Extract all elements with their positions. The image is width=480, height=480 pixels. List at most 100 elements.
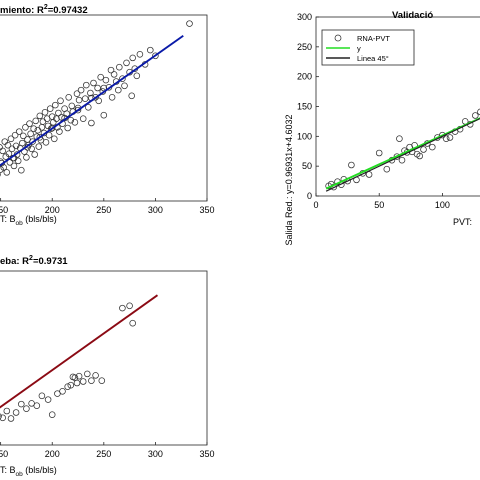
legend-label-y: y — [357, 44, 361, 53]
train-data-point — [119, 75, 126, 82]
train-xtick-label: 150 — [0, 205, 8, 215]
valid-panel: Validació Salida Red.: y=0.96931x+4.6032… — [284, 10, 480, 246]
train-xtick-label: 200 — [45, 205, 60, 215]
test-data-point — [59, 388, 66, 395]
train-data-point — [97, 73, 104, 81]
test-fit-line — [0, 294, 159, 409]
valid-data-point — [420, 146, 427, 153]
test-data-point — [0, 413, 2, 420]
train-data-point — [121, 82, 128, 90]
train-data-point — [20, 132, 27, 140]
valid-diagonal-line — [325, 117, 480, 192]
train-data-point — [79, 115, 87, 122]
train-data-point — [10, 162, 18, 170]
valid-ytick-label: 200 — [297, 72, 312, 82]
test-data-point — [75, 372, 83, 380]
train-data-point — [51, 135, 58, 143]
train-data-point — [152, 52, 159, 60]
train-panel: miento: R2=0.97432 150 200 250 300 350 T: Bo… — [0, 4, 215, 227]
valid-data-point — [472, 112, 479, 119]
train-data-point — [110, 71, 118, 78]
test-data-point — [129, 319, 136, 327]
test-data-point — [67, 381, 75, 389]
train-data-point — [14, 157, 22, 165]
train-data-point — [5, 150, 13, 158]
test-data-point — [79, 378, 87, 385]
test-data-point — [44, 396, 52, 403]
test-fit-line — [0, 294, 159, 409]
train-data-point — [90, 79, 97, 87]
train-data-point — [46, 105, 54, 112]
train-data-point — [55, 109, 62, 117]
train-data-point — [36, 134, 44, 141]
valid-ytick-label: 150 — [297, 102, 312, 112]
train-data-point — [19, 139, 26, 147]
train-data-point — [15, 128, 23, 135]
train-data-point — [42, 139, 50, 146]
train-data-point — [47, 125, 55, 132]
test-xtick-label: 300 — [148, 449, 163, 459]
test-xtick-label: 250 — [96, 449, 111, 459]
legend-label-rna: RNA-PVT — [357, 34, 390, 43]
train-data-point — [116, 63, 123, 71]
train-data-point — [7, 135, 15, 143]
test-points — [0, 302, 136, 422]
train-data-point — [0, 147, 6, 155]
train-data-point — [100, 111, 108, 119]
test-data-point — [73, 379, 81, 387]
train-data-point — [35, 143, 43, 150]
train-data-point — [31, 151, 38, 158]
train-data-point — [29, 138, 36, 145]
train-data-point — [128, 92, 135, 100]
valid-data-point — [442, 135, 450, 142]
train-data-point — [0, 144, 3, 151]
valid-data-point — [383, 165, 391, 173]
train-data-point — [18, 166, 25, 174]
test-data-point — [64, 383, 71, 390]
test-data-point — [38, 392, 46, 400]
valid-xtick-label: 0 — [313, 200, 318, 210]
train-data-point — [87, 89, 94, 97]
train-data-point — [57, 97, 64, 105]
test-data-point — [88, 377, 95, 384]
valid-ytick-label: 250 — [297, 42, 312, 52]
test-xtick-label: 200 — [45, 449, 60, 459]
test-data-point — [23, 405, 30, 412]
train-data-point — [102, 76, 110, 84]
train-data-point — [38, 124, 46, 131]
train-data-point — [123, 59, 130, 67]
train-xtick-label: 250 — [96, 205, 111, 215]
train-data-point — [68, 102, 76, 110]
train-data-point — [65, 94, 72, 101]
train-data-point — [74, 106, 82, 114]
train-data-point — [56, 128, 63, 135]
train-data-point — [107, 66, 115, 74]
train-data-point — [71, 119, 79, 126]
valid-ylabel: Salida Red.: y=0.96931x+4.6032 — [284, 114, 294, 245]
test-ticks: 150 200 250 300 350 — [0, 442, 215, 459]
train-data-point — [73, 90, 81, 97]
valid-data-point — [416, 152, 423, 160]
train-data-point — [81, 95, 89, 102]
valid-data-point — [477, 108, 480, 116]
test-panel: eba: R2=0.9731 150 200 250 300 350 T: Bob (b… — [0, 255, 215, 478]
test-data-point — [48, 411, 56, 418]
train-data-point — [39, 118, 47, 125]
test-data-point — [92, 372, 99, 379]
valid-xtick-label: 100 — [435, 200, 450, 210]
train-data-point — [11, 131, 19, 139]
train-axes-box — [0, 14, 208, 202]
train-data-point — [41, 109, 49, 116]
valid-data-point — [429, 143, 436, 151]
train-data-point — [115, 86, 122, 94]
train-data-point — [147, 46, 154, 54]
train-data-point — [1, 138, 9, 145]
train-data-point — [36, 112, 44, 120]
valid-ytick-label: 100 — [297, 131, 312, 141]
test-axes-box — [0, 270, 208, 446]
test-data-point — [12, 409, 20, 416]
train-data-point — [3, 169, 11, 176]
train-data-point — [186, 20, 193, 27]
valid-title: Validació — [392, 10, 433, 21]
